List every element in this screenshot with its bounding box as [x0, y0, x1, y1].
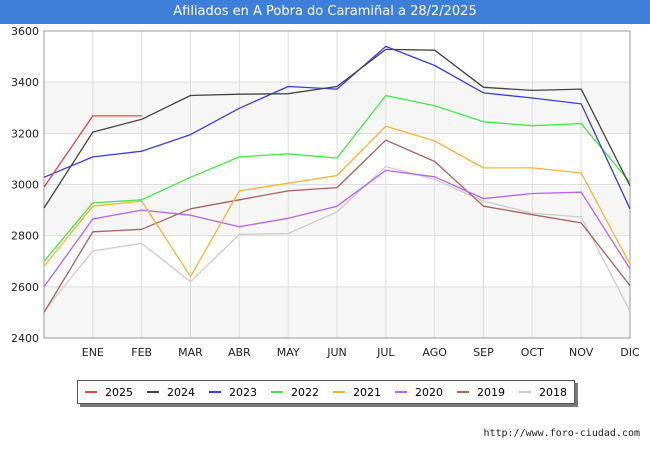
chart-legend: 2025 2024 2023 2022 2021 2020 2019 2018	[77, 380, 575, 404]
legend-item-2018: 2018	[519, 386, 567, 399]
x-tick-label: NOV	[569, 346, 594, 359]
legend-item-2020: 2020	[395, 386, 443, 399]
source-url: http://www.foro-ciudad.com	[483, 428, 640, 439]
legend-label: 2018	[539, 385, 567, 399]
x-tick-label: DIC	[620, 346, 640, 359]
x-tick-label: MAY	[277, 346, 300, 359]
y-tick-label: 3200	[11, 127, 39, 140]
legend-label: 2019	[477, 385, 505, 399]
x-tick-label: ABR	[228, 346, 251, 359]
x-tick-label: ENE	[82, 346, 104, 359]
legend-swatch	[457, 391, 469, 393]
legend-swatch	[147, 391, 159, 393]
legend-label: 2020	[415, 385, 443, 399]
legend-label: 2024	[167, 385, 195, 399]
x-tick-label: SEP	[473, 346, 494, 359]
series-line-2023	[43, 45, 631, 210]
legend-item-2023: 2023	[209, 386, 257, 399]
legend-swatch	[395, 391, 407, 393]
series-line-2021	[43, 125, 631, 278]
legend-label: 2022	[291, 385, 319, 399]
line-chart: 2400 2600 2800 3000 3200 3400 3600 ENE FEB MAR ABR…	[11, 25, 640, 359]
legend-item-2021: 2021	[333, 386, 381, 399]
legend-item-2024: 2024	[147, 386, 195, 399]
legend-item-2022: 2022	[271, 386, 319, 399]
series-line-2020	[43, 169, 631, 288]
x-tick-label: OCT	[521, 346, 544, 359]
legend-swatch	[271, 391, 283, 393]
legend-swatch	[209, 391, 221, 393]
chart-title: Afiliados en A Pobra do Caramiñal a 28/2…	[0, 0, 650, 24]
legend-label: 2023	[229, 385, 257, 399]
x-tick-label: FEB	[131, 346, 152, 359]
series-line-2019	[43, 139, 631, 313]
legend-swatch	[333, 391, 345, 393]
series-line-2022	[43, 94, 631, 262]
y-tick-label: 3600	[11, 25, 39, 38]
series-line-2018	[43, 165, 631, 312]
series-line-2025	[43, 115, 142, 188]
legend-item-2019: 2019	[457, 386, 505, 399]
y-tick-label: 3000	[11, 179, 39, 192]
y-tick-label: 3400	[11, 76, 39, 89]
y-tick-label: 2800	[11, 230, 39, 243]
x-tick-label: AGO	[422, 346, 447, 359]
x-tick-label: JUL	[376, 346, 395, 359]
y-tick-label: 2400	[11, 332, 39, 345]
x-tick-label: MAR	[178, 346, 203, 359]
legend-label: 2025	[105, 385, 133, 399]
legend-swatch	[85, 391, 97, 393]
legend-item-2025: 2025	[85, 386, 133, 399]
x-tick-label: JUN	[326, 346, 347, 359]
legend-label: 2021	[353, 385, 381, 399]
legend-swatch	[519, 391, 531, 393]
y-tick-label: 2600	[11, 281, 39, 294]
series-line-2024	[43, 48, 631, 209]
